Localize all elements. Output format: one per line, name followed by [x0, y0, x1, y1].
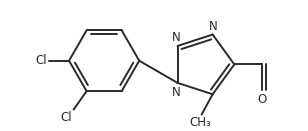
Text: Cl: Cl: [60, 111, 72, 124]
Text: O: O: [257, 93, 267, 106]
Text: N: N: [209, 20, 218, 33]
Text: Cl: Cl: [35, 54, 47, 67]
Text: CH₃: CH₃: [190, 116, 212, 129]
Text: N: N: [172, 86, 181, 99]
Text: N: N: [172, 31, 181, 44]
